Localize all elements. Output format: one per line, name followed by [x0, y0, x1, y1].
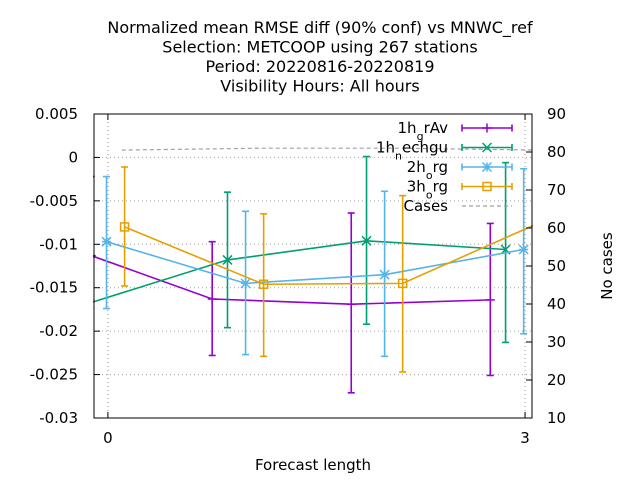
x-axis-label: Forecast length: [255, 456, 371, 474]
series-1h-grav: [93, 175, 495, 394]
y-tick-label-left: 0.005: [35, 105, 78, 123]
series-3h-org: [119, 166, 546, 373]
series-line: [124, 224, 533, 286]
series-2h-org: [101, 167, 529, 358]
title-line: Normalized mean RMSE diff (90% conf) vs …: [107, 18, 533, 38]
y-tick-label-left: -0.015: [30, 279, 78, 297]
series-cases: [121, 147, 533, 151]
legend-label: 2horg: [407, 158, 448, 182]
series-line: [121, 147, 533, 151]
legend-item: 1hgrAv: [398, 119, 513, 143]
legend-item: 3horg: [407, 178, 513, 202]
y-tick-label-right: 90: [547, 105, 566, 123]
y-tick-label-left: -0.01: [39, 235, 78, 253]
data-point: [346, 299, 356, 309]
data-point: [101, 236, 112, 247]
y-axis-label-right: No cases: [598, 232, 616, 300]
y-tick-label-right: 70: [547, 181, 566, 199]
data-point: [397, 278, 408, 289]
series-line: [93, 255, 491, 306]
x-tick-label: 0: [103, 429, 113, 447]
y-tick-label-right: 20: [547, 371, 566, 389]
data-point: [207, 294, 217, 304]
data-point: [222, 254, 233, 265]
axis-ticks: 0 3 0.005 0 -0.005 -0.01 -0.015 -0.02 -0.025 -0.0…: [30, 105, 566, 447]
x-tick-label: 3: [520, 429, 530, 447]
legend-label: 1hgrAv: [398, 119, 449, 143]
y-tick-label-right: 80: [547, 143, 566, 161]
series-group: [93, 147, 546, 394]
data-point: [482, 123, 492, 133]
title-line: Period: 20220816-20220819: [205, 57, 434, 76]
legend-item: 2horg: [407, 158, 513, 182]
y-tick-label-right: 10: [547, 409, 566, 427]
y-tick-label-right: 40: [547, 295, 566, 313]
y-tick-label-left: -0.02: [39, 322, 78, 340]
data-point: [482, 181, 492, 192]
legend-item: 1hnechgu: [376, 139, 513, 163]
data-point: [538, 218, 546, 226]
data-point: [119, 222, 130, 232]
series-line: [93, 240, 506, 303]
y-tick-label-right: 50: [547, 257, 566, 275]
legend-label: 3horg: [407, 178, 448, 202]
y-tick-label-left: 0: [68, 148, 78, 166]
title-line: Selection: METCOOP using 267 stations: [162, 38, 477, 57]
data-point: [258, 279, 269, 289]
data-point: [240, 278, 251, 289]
data-point: [93, 298, 94, 308]
plot-frame: [93, 113, 533, 419]
data-point: [485, 295, 495, 305]
title-line: Visibility Hours: All hours: [220, 77, 419, 96]
y-tick-label-right: 60: [547, 219, 566, 237]
legend-item: Cases: [403, 197, 512, 215]
series-line: [106, 240, 524, 285]
data-point: [361, 235, 372, 246]
legend-label: 1hnechgu: [376, 139, 448, 163]
y-tick-label-left: -0.005: [30, 192, 78, 210]
data-point: [518, 244, 529, 255]
data-point: [481, 161, 493, 173]
chart-title: Normalized mean RMSE diff (90% conf) vs …: [107, 18, 533, 96]
y-tick-label-right: 30: [547, 333, 566, 351]
y-tick-label-left: -0.025: [30, 366, 78, 384]
data-point: [379, 269, 390, 280]
data-point: [481, 142, 493, 153]
grid-lines: [94, 114, 532, 418]
legend-label: Cases: [403, 197, 448, 215]
y-tick-label-left: -0.03: [39, 409, 78, 427]
